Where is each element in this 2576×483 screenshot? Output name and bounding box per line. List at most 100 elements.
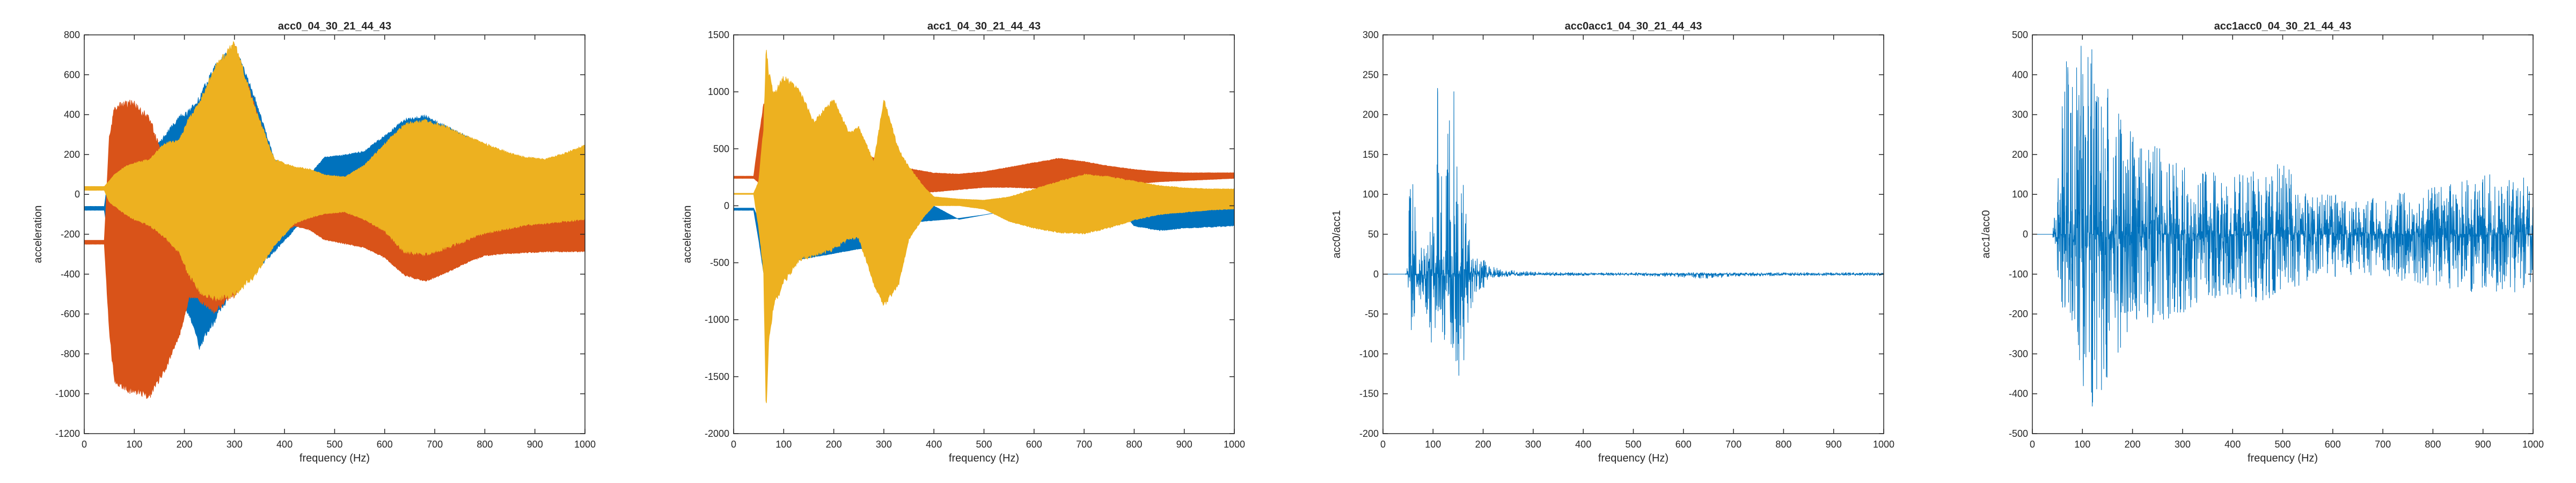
subplot-4: 0 100 200 300 400 500 600 700 800 900 1000 -500 -400…	[1980, 20, 2544, 464]
plot-area	[84, 41, 585, 399]
x-tick-label: 0	[82, 439, 87, 450]
x-tick-label: 400	[926, 439, 942, 450]
chart-title: acc1acc0_04_30_21_44_43	[2214, 20, 2352, 32]
subplot-2: 0 100 200 300 400 500 600 700 800 900 1000 -2000 -15…	[682, 20, 1245, 464]
x-tick-label: 300	[876, 439, 892, 450]
x-tick-label: 900	[2475, 439, 2491, 450]
x-tick-label: 100	[126, 439, 142, 450]
x-tick-label: 100	[2074, 439, 2090, 450]
y-tick-label: 50	[1368, 229, 1379, 240]
y-tick-label: 0	[724, 200, 729, 211]
x-tick-label: 200	[1475, 439, 1491, 450]
y-tick-label: -200	[1359, 428, 1379, 439]
series-acc1-acc0-line	[2032, 46, 2533, 407]
x-tick-label: 700	[1076, 439, 1092, 450]
y-tick-label: -500	[2009, 428, 2028, 439]
y-tick-label: 200	[1363, 109, 1379, 120]
series-yellow-band	[84, 41, 585, 302]
x-tick-label: 500	[326, 439, 342, 450]
x-tick-label: 400	[2224, 439, 2241, 450]
y-tick-label: -400	[61, 269, 80, 280]
y-tick-label: -50	[1365, 309, 1379, 319]
x-tick-label: 600	[2325, 439, 2341, 450]
y-tick-label: -150	[1359, 389, 1379, 399]
x-tick-label: 500	[2274, 439, 2290, 450]
x-axis-label: frequency (Hz)	[2248, 452, 2318, 464]
y-tick-label: 800	[64, 30, 80, 40]
y-tick-label: 500	[713, 143, 729, 154]
y-tick-label: 150	[1363, 149, 1379, 160]
y-tick-label: -1500	[705, 371, 729, 382]
series-yellow-band	[734, 49, 1234, 404]
x-axis-label: frequency (Hz)	[1598, 452, 1668, 464]
x-tick-label: 1000	[2522, 439, 2544, 450]
plot-area	[1383, 87, 1884, 376]
x-tick-label: 900	[1176, 439, 1192, 450]
chart-title: acc0acc1_04_30_21_44_43	[1565, 20, 1702, 32]
x-tick-label: 600	[377, 439, 393, 450]
plot-area	[734, 49, 1234, 404]
x-tick-label: 0	[731, 439, 736, 450]
x-tick-label: 700	[427, 439, 443, 450]
series-acc0-acc1-line	[1383, 87, 1884, 376]
x-tick-label: 800	[2425, 439, 2441, 450]
x-axis-label: frequency (Hz)	[299, 452, 370, 464]
x-tick-label: 400	[276, 439, 292, 450]
y-tick-label: 100	[1363, 189, 1379, 200]
x-tick-label: 100	[1425, 439, 1441, 450]
y-tick-label: 200	[64, 149, 80, 160]
x-tick-label: 700	[1725, 439, 1741, 450]
y-tick-label: 1500	[708, 30, 729, 40]
x-tick-label: 100	[775, 439, 792, 450]
chart-title: acc0_04_30_21_44_43	[278, 20, 391, 32]
y-tick-label: 0	[2023, 229, 2028, 240]
x-tick-label: 800	[1775, 439, 1791, 450]
x-tick-label: 200	[2125, 439, 2141, 450]
x-tick-label: 200	[177, 439, 193, 450]
y-tick-label: -200	[61, 229, 80, 240]
subplot-1: 0 100 200 300 400 500 600 700 800 900 1000 -1200 -10…	[32, 20, 596, 464]
y-tick-label: 600	[64, 69, 80, 80]
x-tick-label: 900	[1826, 439, 1842, 450]
y-tick-label: 400	[64, 109, 80, 120]
y-tick-label: 200	[2012, 149, 2028, 160]
y-tick-label: 500	[2012, 30, 2028, 40]
x-tick-label: 500	[976, 439, 992, 450]
y-tick-label: 1000	[708, 86, 729, 97]
x-tick-label: 1000	[574, 439, 596, 450]
x-tick-label: 300	[1525, 439, 1541, 450]
x-tick-label: 300	[2175, 439, 2191, 450]
y-axis-label: acc1/acc0	[1980, 210, 1992, 258]
y-tick-label: 100	[2012, 189, 2028, 200]
axes-background	[1383, 35, 1884, 434]
x-tick-label: 400	[1575, 439, 1591, 450]
y-tick-label: -1000	[55, 389, 80, 399]
x-tick-label: 500	[1625, 439, 1641, 450]
x-tick-label: 700	[2375, 439, 2391, 450]
y-tick-label: 300	[2012, 109, 2028, 120]
y-tick-label: -100	[1359, 348, 1379, 359]
x-tick-label: 600	[1026, 439, 1042, 450]
plot-area	[2032, 46, 2533, 407]
y-tick-label: 250	[1363, 69, 1379, 80]
y-tick-label: -200	[2009, 309, 2028, 319]
y-tick-label: -300	[2009, 348, 2028, 359]
x-tick-label: 800	[1126, 439, 1142, 450]
x-tick-label: 1000	[1224, 439, 1245, 450]
y-tick-label: 400	[2012, 69, 2028, 80]
y-tick-label: -100	[2009, 269, 2028, 280]
y-tick-label: -1000	[705, 314, 729, 325]
y-tick-label: -400	[2009, 389, 2028, 399]
y-axis-label: acc0/acc1	[1331, 210, 1343, 258]
y-tick-label: -2000	[705, 428, 729, 439]
y-tick-label: -800	[61, 348, 80, 359]
x-tick-label: 200	[826, 439, 842, 450]
x-tick-label: 900	[527, 439, 543, 450]
y-axis-label: acceleration	[682, 206, 693, 264]
x-tick-label: 800	[477, 439, 493, 450]
chart-title: acc1_04_30_21_44_43	[927, 20, 1041, 32]
x-tick-label: 0	[1380, 439, 1386, 450]
y-tick-label: -600	[61, 309, 80, 319]
x-axis-label: frequency (Hz)	[949, 452, 1019, 464]
x-tick-label: 300	[226, 439, 243, 450]
